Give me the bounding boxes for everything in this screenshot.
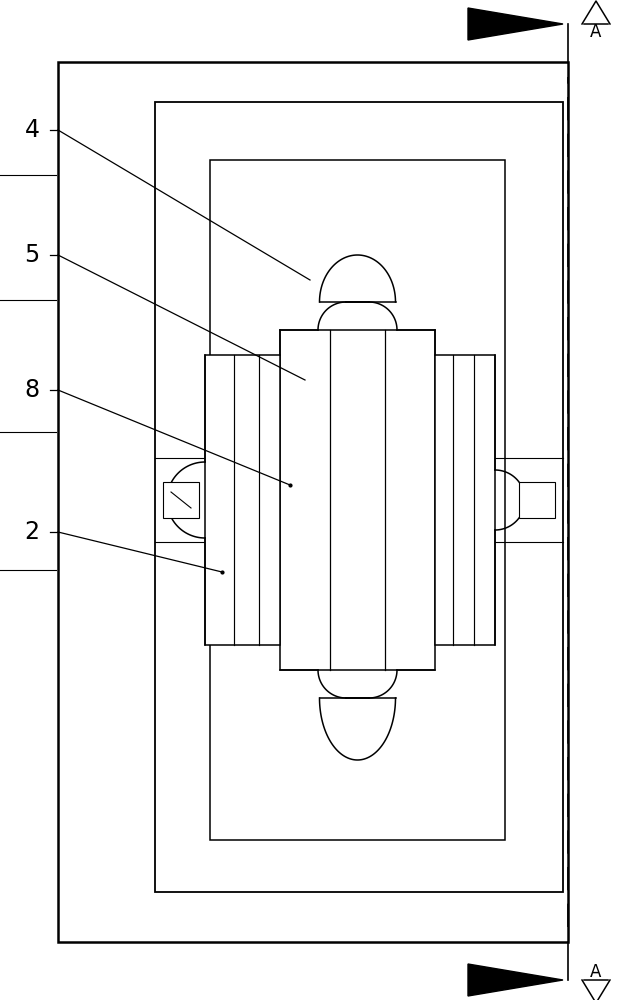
Text: 5: 5 bbox=[24, 243, 40, 267]
Bar bbox=[58, 62, 568, 942]
Text: 4: 4 bbox=[24, 118, 40, 142]
Text: 2: 2 bbox=[24, 520, 40, 544]
Polygon shape bbox=[468, 964, 563, 996]
Bar bbox=[210, 160, 505, 840]
Text: 8: 8 bbox=[24, 378, 40, 402]
Bar bbox=[155, 102, 563, 892]
Bar bbox=[435, 355, 495, 645]
Bar bbox=[519, 482, 555, 518]
Bar bbox=[280, 330, 435, 670]
Polygon shape bbox=[468, 8, 563, 40]
Bar bbox=[205, 355, 280, 645]
Bar bbox=[163, 482, 199, 518]
Text: A: A bbox=[590, 23, 602, 41]
Text: A: A bbox=[590, 963, 602, 981]
